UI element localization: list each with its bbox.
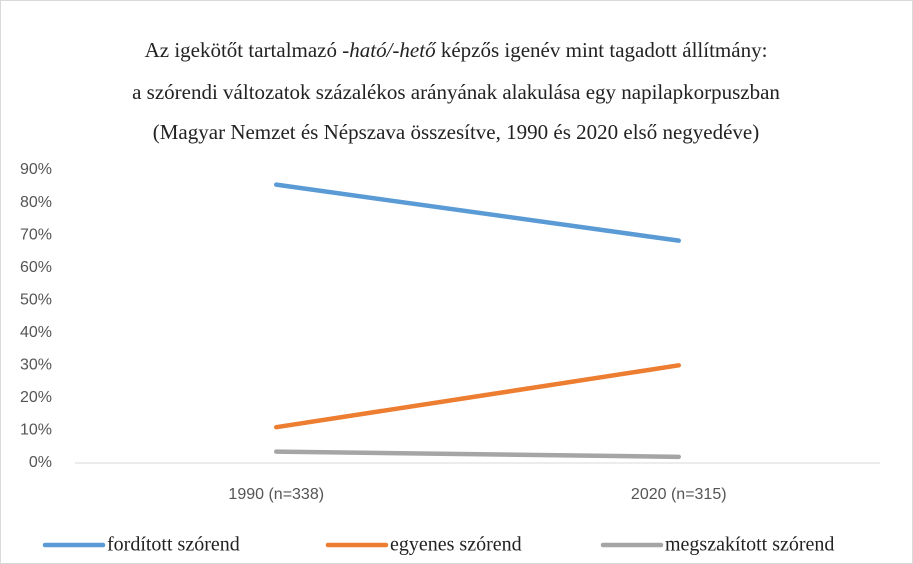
legend-label: egyenes szórend — [390, 534, 522, 556]
y-tick-label: 70% — [20, 226, 52, 243]
x-tick-label: 1990 (n=338) — [228, 486, 324, 503]
y-tick-label: 40% — [20, 324, 52, 341]
title-part: -ható/-hető — [342, 38, 437, 62]
chart-title: (Magyar Nemzet és Népszava összesítve, 1… — [153, 120, 759, 144]
y-tick-label: 10% — [20, 422, 52, 439]
series-line — [274, 449, 681, 460]
y-tick-label: 20% — [20, 389, 52, 406]
y-tick-label: 60% — [20, 259, 52, 276]
y-tick-label: 0% — [29, 454, 52, 471]
title-part: képzős igenév mint tagadott állítmány: — [436, 38, 768, 62]
series-line — [274, 363, 681, 430]
x-tick-label: 2020 (n=315) — [631, 486, 727, 503]
y-tick-label: 50% — [20, 291, 52, 308]
chart-title: a szórendi változatok százalékos arányán… — [132, 80, 780, 104]
series-line — [274, 182, 681, 243]
y-tick-label: 80% — [20, 194, 52, 211]
legend-label: fordított szórend — [107, 534, 240, 556]
chart-title: Az igekötőt tartalmazó -ható/-hető képző… — [145, 38, 768, 62]
title-part: Az igekötőt tartalmazó — [145, 38, 343, 62]
y-tick-label: 30% — [20, 357, 52, 374]
y-tick-label: 90% — [20, 161, 52, 178]
legend-label: megszakított szórend — [665, 534, 834, 556]
